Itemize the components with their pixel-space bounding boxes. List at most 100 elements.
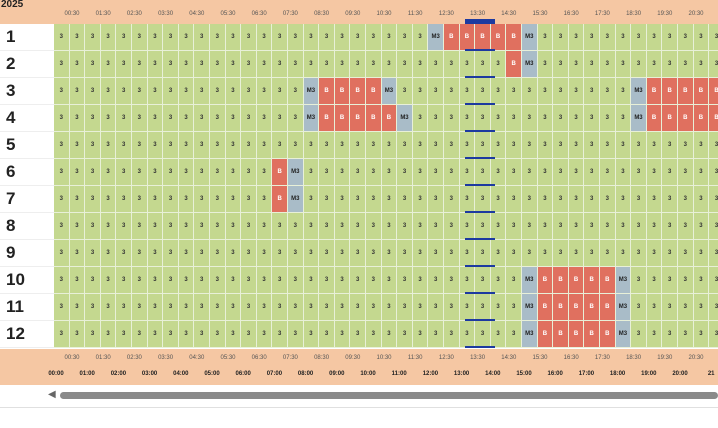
schedule-cell[interactable]: 3 (506, 78, 522, 105)
schedule-cell[interactable]: 3 (662, 240, 678, 267)
schedule-cell[interactable]: 3 (178, 159, 195, 186)
schedule-cell[interactable]: 3 (662, 51, 678, 78)
schedule-cell[interactable]: 3 (444, 78, 460, 105)
schedule-cell[interactable]: 3 (693, 213, 710, 240)
schedule-cell[interactable]: 3 (646, 51, 663, 78)
schedule-cell[interactable]: 3 (600, 213, 616, 240)
schedule-cell[interactable]: 3 (459, 186, 476, 213)
schedule-cell[interactable]: 3 (693, 159, 710, 186)
schedule-cell[interactable]: 3 (334, 132, 351, 159)
schedule-cell[interactable]: 3 (54, 132, 70, 159)
schedule-cell[interactable]: 3 (225, 213, 242, 240)
schedule-cell[interactable]: M3 (615, 294, 632, 321)
schedule-cell[interactable]: 3 (600, 105, 616, 132)
schedule-cell[interactable]: 3 (678, 51, 694, 78)
schedule-cell[interactable]: 3 (584, 24, 600, 51)
schedule-cell[interactable]: 3 (116, 240, 132, 267)
schedule-cell[interactable]: 3 (225, 267, 242, 294)
schedule-cell[interactable]: 3 (116, 321, 132, 348)
schedule-cell[interactable]: 3 (631, 132, 647, 159)
schedule-cell[interactable]: 3 (522, 159, 538, 186)
schedule-cell[interactable]: 3 (381, 240, 398, 267)
schedule-cell[interactable]: 3 (194, 240, 210, 267)
schedule-cell[interactable]: 3 (272, 267, 288, 294)
schedule-cell[interactable]: 3 (350, 213, 366, 240)
schedule-cell[interactable]: 3 (631, 321, 647, 348)
schedule-cell[interactable]: 3 (350, 186, 366, 213)
schedule-cell[interactable]: B (506, 51, 522, 78)
schedule-cell[interactable]: 3 (475, 321, 491, 348)
schedule-cell[interactable]: 3 (225, 51, 242, 78)
schedule-cell[interactable]: 3 (475, 78, 491, 105)
schedule-cell[interactable]: 3 (225, 24, 242, 51)
schedule-cell[interactable]: B (662, 105, 678, 132)
schedule-cell[interactable]: 3 (537, 24, 554, 51)
schedule-cell[interactable]: 3 (334, 159, 351, 186)
schedule-cell[interactable]: 3 (553, 213, 569, 240)
schedule-cell[interactable]: 3 (490, 132, 507, 159)
schedule-cell[interactable]: 3 (303, 240, 320, 267)
schedule-cell[interactable]: 3 (303, 321, 320, 348)
schedule-cell[interactable]: 3 (272, 240, 288, 267)
schedule-cell[interactable]: 3 (412, 294, 429, 321)
schedule-cell[interactable]: 3 (459, 213, 476, 240)
schedule-cell[interactable]: 3 (350, 294, 366, 321)
schedule-cell[interactable]: 3 (693, 132, 710, 159)
schedule-cell[interactable]: 3 (412, 267, 429, 294)
schedule-cell[interactable]: 3 (241, 240, 257, 267)
schedule-cell[interactable]: 3 (646, 24, 663, 51)
schedule-cell[interactable]: 3 (147, 78, 164, 105)
schedule-cell[interactable]: 3 (366, 159, 382, 186)
schedule-cell[interactable]: 3 (506, 321, 522, 348)
schedule-cell[interactable]: 3 (194, 51, 210, 78)
schedule-cell[interactable]: 3 (288, 240, 304, 267)
schedule-cell[interactable]: 3 (256, 159, 273, 186)
schedule-cell[interactable]: B (584, 267, 600, 294)
schedule-cell[interactable]: 3 (366, 213, 382, 240)
schedule-cell[interactable]: 3 (475, 105, 491, 132)
schedule-cell[interactable]: 3 (241, 294, 257, 321)
schedule-cell[interactable]: 3 (412, 159, 429, 186)
schedule-cell[interactable]: B (537, 267, 554, 294)
schedule-cell[interactable]: 3 (241, 132, 257, 159)
schedule-cell[interactable]: M3 (631, 78, 647, 105)
schedule-cell[interactable]: B (537, 321, 554, 348)
schedule-cell[interactable]: B (444, 24, 460, 51)
schedule-cell[interactable]: B (334, 78, 351, 105)
schedule-cell[interactable]: 3 (256, 240, 273, 267)
schedule-cell[interactable]: 3 (693, 51, 710, 78)
schedule-cell[interactable]: 3 (194, 24, 210, 51)
schedule-cell[interactable]: 3 (584, 78, 600, 105)
schedule-cell[interactable]: 3 (85, 78, 101, 105)
schedule-cell[interactable]: 3 (334, 51, 351, 78)
schedule-cell[interactable]: 3 (693, 240, 710, 267)
schedule-cell[interactable]: 3 (615, 132, 632, 159)
schedule-cell[interactable]: 3 (459, 51, 476, 78)
schedule-cell[interactable]: 3 (69, 186, 86, 213)
schedule-cell[interactable]: 3 (85, 213, 101, 240)
schedule-cell[interactable]: 3 (506, 159, 522, 186)
schedule-cell[interactable]: 3 (319, 24, 335, 51)
schedule-cell[interactable]: 3 (662, 294, 678, 321)
schedule-cell[interactable]: 3 (615, 105, 632, 132)
schedule-cell[interactable]: 3 (615, 213, 632, 240)
schedule-cell[interactable]: 3 (272, 51, 288, 78)
schedule-cell[interactable]: 3 (506, 240, 522, 267)
schedule-cell[interactable]: 3 (381, 267, 398, 294)
schedule-cell[interactable]: 3 (194, 132, 210, 159)
schedule-cell[interactable]: 3 (600, 240, 616, 267)
schedule-cell[interactable]: 3 (69, 213, 86, 240)
schedule-cell[interactable]: 3 (163, 159, 179, 186)
schedule-cell[interactable]: 3 (584, 105, 600, 132)
schedule-cell[interactable]: 3 (693, 24, 710, 51)
schedule-cell[interactable]: 3 (522, 213, 538, 240)
schedule-cell[interactable]: 3 (600, 51, 616, 78)
schedule-cell[interactable]: 3 (678, 132, 694, 159)
schedule-cell[interactable]: 3 (85, 240, 101, 267)
schedule-cell[interactable]: 3 (303, 186, 320, 213)
schedule-cell[interactable]: 3 (568, 24, 585, 51)
schedule-cell[interactable]: 3 (537, 105, 554, 132)
schedule-cell[interactable]: 3 (584, 240, 600, 267)
schedule-cell[interactable]: 3 (241, 321, 257, 348)
schedule-cell[interactable]: 3 (116, 105, 132, 132)
